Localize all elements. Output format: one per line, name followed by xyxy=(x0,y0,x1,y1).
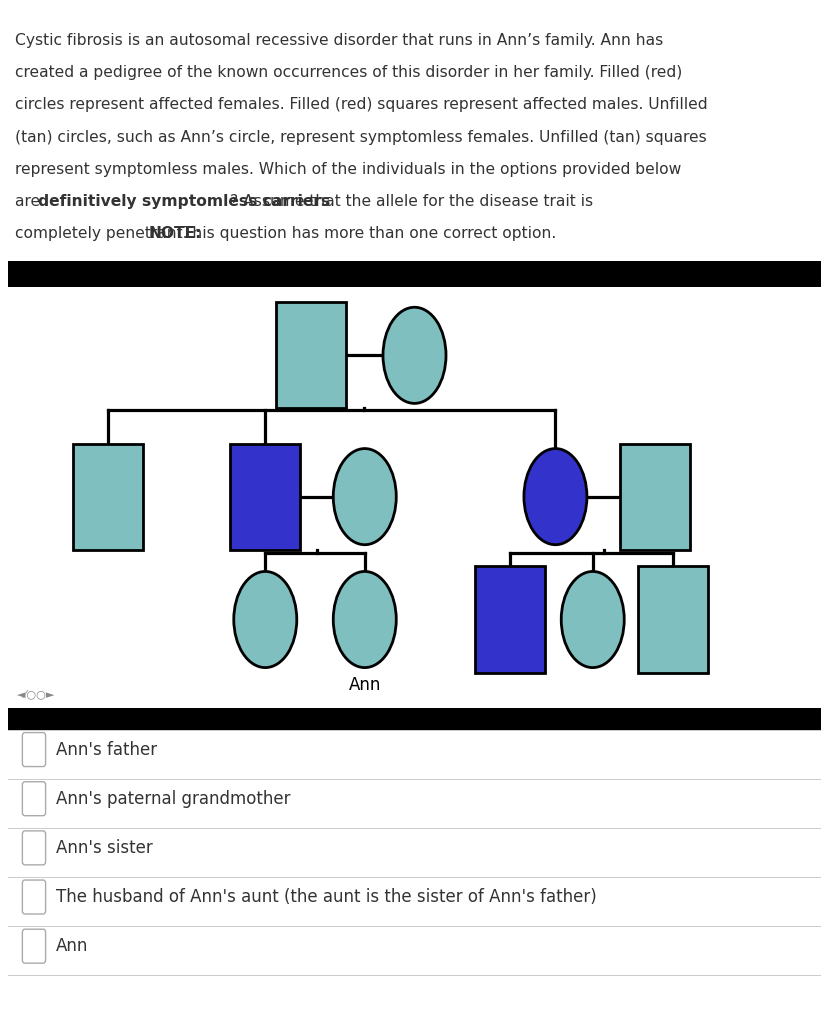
Bar xyxy=(276,302,345,409)
Bar xyxy=(8,261,820,287)
Text: Ann's sister: Ann's sister xyxy=(56,839,153,857)
Ellipse shape xyxy=(523,449,586,545)
Bar xyxy=(638,566,707,673)
Bar xyxy=(8,926,820,928)
Text: This question has more than one correct option.: This question has more than one correct … xyxy=(178,226,556,242)
Text: created a pedigree of the known occurrences of this disorder in her family. Fill: created a pedigree of the known occurren… xyxy=(15,66,681,80)
Bar xyxy=(474,566,544,673)
Text: ◄⁄○○►: ◄⁄○○► xyxy=(17,689,55,699)
Bar xyxy=(8,975,820,977)
Bar xyxy=(8,708,820,730)
Ellipse shape xyxy=(383,307,445,403)
Bar xyxy=(619,443,689,550)
Ellipse shape xyxy=(561,571,623,668)
Bar xyxy=(73,443,142,550)
Text: ? Assume that the allele for the disease trait is: ? Assume that the allele for the disease… xyxy=(230,195,593,209)
Text: Ann's paternal grandmother: Ann's paternal grandmother xyxy=(56,790,291,808)
Text: Ann: Ann xyxy=(348,676,381,694)
Text: Cystic fibrosis is an autosomal recessive disorder that runs in Ann’s family. An: Cystic fibrosis is an autosomal recessiv… xyxy=(15,33,662,48)
Text: Ann's father: Ann's father xyxy=(56,740,157,759)
FancyBboxPatch shape xyxy=(22,880,46,914)
Bar xyxy=(8,778,820,780)
FancyBboxPatch shape xyxy=(22,830,46,865)
Text: are: are xyxy=(15,195,45,209)
Text: Ann: Ann xyxy=(56,937,89,955)
Ellipse shape xyxy=(233,571,296,668)
Ellipse shape xyxy=(333,449,396,545)
Text: represent symptomless males. Which of the individuals in the options provided be: represent symptomless males. Which of th… xyxy=(15,162,681,177)
Text: The husband of Ann's aunt (the aunt is the sister of Ann's father): The husband of Ann's aunt (the aunt is t… xyxy=(56,888,596,906)
Text: (tan) circles, such as Ann’s circle, represent symptomless females. Unfilled (ta: (tan) circles, such as Ann’s circle, rep… xyxy=(15,130,705,144)
FancyBboxPatch shape xyxy=(22,781,46,816)
Ellipse shape xyxy=(333,571,396,668)
Bar xyxy=(230,443,300,550)
FancyBboxPatch shape xyxy=(22,929,46,964)
Bar xyxy=(8,877,820,879)
Text: circles represent affected females. Filled (red) squares represent affected male: circles represent affected females. Fill… xyxy=(15,97,706,113)
Text: completely penetrant.: completely penetrant. xyxy=(15,226,197,242)
Text: definitively symptomless carriers: definitively symptomless carriers xyxy=(38,195,330,209)
Bar xyxy=(8,827,820,829)
FancyBboxPatch shape xyxy=(22,732,46,767)
Text: NOTE:: NOTE: xyxy=(149,226,202,242)
Bar xyxy=(8,729,820,731)
